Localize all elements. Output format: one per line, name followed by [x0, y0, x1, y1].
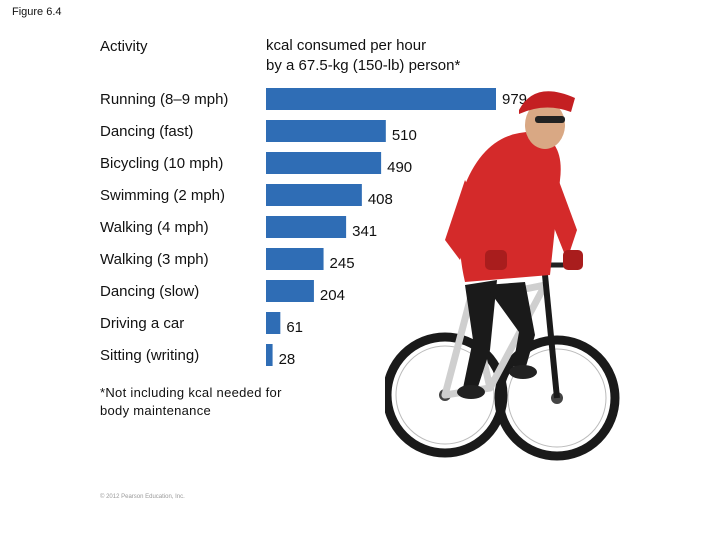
bar: [266, 88, 496, 110]
kcal-header-line-2: by a 67.5-kg (150-lb) person*: [266, 57, 461, 74]
category-label: Driving a car: [100, 315, 184, 332]
cyclist-jersey: [445, 131, 577, 282]
value-label: 28: [279, 351, 296, 368]
cyclist-gloves: [485, 250, 583, 270]
bar: [266, 152, 382, 174]
copyright-notice: © 2012 Pearson Education, Inc.: [100, 494, 185, 500]
category-label: Dancing (slow): [100, 283, 199, 300]
helmet: [519, 91, 575, 114]
category-label: Dancing (fast): [100, 123, 193, 140]
bar: [266, 312, 281, 334]
category-label: Swimming (2 mph): [100, 187, 225, 204]
category-label: Walking (4 mph): [100, 219, 209, 236]
category-label: Sitting (writing): [100, 347, 199, 364]
category-label: Bicycling (10 mph): [100, 155, 223, 172]
figure-label: Figure 6.4: [12, 6, 62, 18]
bar: [266, 344, 273, 366]
value-label: 408: [368, 191, 393, 208]
bar: [266, 248, 324, 270]
footnote-line-1: *Not including kcal needed for: [100, 385, 282, 400]
bar: [266, 120, 386, 142]
cyclist-head: [519, 91, 575, 149]
value-label: 490: [387, 159, 412, 176]
cyclist-shoes: [457, 365, 537, 399]
value-label: 245: [330, 255, 355, 272]
sunglasses: [535, 116, 565, 123]
front-fork: [542, 274, 560, 399]
cyclist-photo: [385, 91, 620, 461]
footnote-line-2: body maintenance: [100, 403, 212, 418]
kcal-header-line-1: kcal consumed per hour: [266, 37, 427, 54]
value-label: 510: [392, 127, 417, 144]
bar: [266, 280, 314, 302]
category-label: Walking (3 mph): [100, 251, 209, 268]
value-label: 979: [502, 91, 527, 108]
value-label: 61: [286, 319, 303, 336]
category-label: Running (8–9 mph): [100, 91, 228, 108]
cyclist-legs: [463, 280, 535, 390]
bar: [266, 216, 347, 238]
activity-column-header: Activity: [100, 38, 148, 55]
value-label: 341: [352, 223, 377, 240]
bar: [266, 184, 362, 206]
value-label: 204: [320, 287, 345, 304]
kcal-column-header: kcal consumed per hour by a 67.5-kg (150…: [266, 36, 460, 76]
footnote: *Not including kcal needed for body main…: [100, 384, 282, 420]
